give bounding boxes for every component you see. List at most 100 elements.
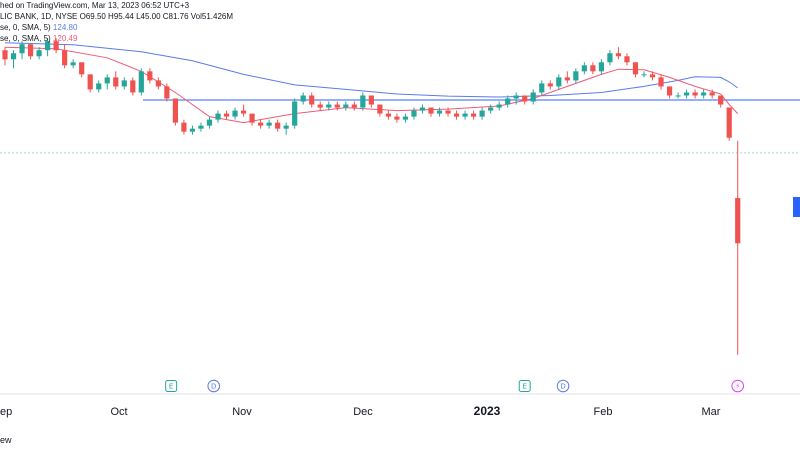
candle-body: [240, 110, 247, 114]
candle-body: [684, 92, 690, 96]
symbol-info: LIC BANK, 1D, NYSE: [0, 12, 78, 21]
candle: [522, 95, 528, 105]
candle: [675, 92, 681, 99]
candle-body: [343, 104, 349, 108]
candle-body: [539, 83, 545, 93]
candle: [79, 62, 85, 78]
candle-body: [445, 110, 451, 114]
candle-body: [368, 95, 374, 105]
candle-body: [258, 122, 264, 126]
ma-short-value: 120.49: [52, 34, 78, 43]
indicator-ma-long[interactable]: se, 0, SMA, 5) 124.80: [0, 23, 77, 32]
candle: [172, 98, 178, 126]
candle: [130, 77, 136, 96]
candle-body: [496, 104, 502, 108]
candle: [718, 95, 724, 108]
candle: [223, 110, 230, 120]
candle-body: [701, 92, 707, 96]
candle: [735, 140, 741, 355]
candle-body: [300, 95, 306, 102]
candle: [113, 71, 119, 90]
candle: [624, 53, 630, 66]
candle: [453, 110, 460, 120]
candle-body: [19, 44, 25, 54]
candle-body: [10, 53, 17, 60]
candle: [36, 47, 42, 60]
candle: [198, 122, 204, 132]
earnings-badge: [165, 380, 178, 392]
candle-body: [223, 113, 230, 117]
candle-body: [155, 80, 161, 87]
event-marker-dividend[interactable]: D: [556, 379, 570, 393]
candle: [428, 107, 434, 117]
event-marker-dividend[interactable]: D: [207, 379, 221, 393]
x-tick-label: Feb: [594, 406, 613, 418]
candle-body: [726, 107, 732, 138]
candle-body: [36, 50, 42, 57]
candle-body: [479, 110, 485, 117]
candle-body: [181, 122, 187, 132]
event-label: D: [211, 383, 216, 391]
candle-body: [453, 113, 460, 117]
candle: [666, 86, 673, 99]
candle: [258, 119, 264, 129]
candle: [266, 119, 272, 129]
candle-body: [87, 74, 93, 90]
candle-body: [96, 83, 102, 90]
event-markers[interactable]: E D E D ⚡: [165, 379, 745, 393]
ma-long-value: 124.80: [52, 23, 78, 32]
candle: [590, 62, 596, 75]
candle-body: [130, 80, 136, 93]
candle-body: [62, 50, 68, 66]
candle-body: [513, 95, 519, 99]
candle: [45, 38, 51, 57]
candle-body: [249, 113, 255, 123]
candle-body: [215, 113, 221, 120]
candle-body: [198, 125, 204, 129]
candle: [240, 104, 247, 117]
candle: [62, 44, 68, 69]
candle-body: [283, 125, 289, 129]
x-tick-label: ep: [0, 406, 12, 418]
candle: [249, 113, 255, 126]
event-marker-earnings[interactable]: E: [518, 380, 531, 392]
candle-body: [104, 77, 110, 84]
candle-body: [385, 113, 391, 117]
candle: [87, 74, 93, 93]
dividend-badge: [207, 379, 221, 393]
candle-body: [675, 95, 681, 97]
event-marker-split[interactable]: ⚡: [731, 379, 745, 393]
candle-body: [471, 113, 477, 117]
candle-body: [581, 65, 587, 72]
candle: [692, 89, 698, 99]
x-tick-label: Mar: [702, 406, 721, 418]
candle: [334, 101, 340, 111]
candle: [2, 47, 8, 66]
candle: [360, 92, 366, 111]
candle: [411, 107, 417, 120]
candle: [309, 92, 315, 108]
candle-body: [462, 113, 468, 117]
candle: [27, 44, 34, 60]
candle: [53, 38, 59, 54]
candle: [564, 71, 570, 84]
event-label: D: [560, 383, 565, 391]
candle: [317, 101, 323, 111]
event-marker-earnings[interactable]: E: [165, 380, 178, 392]
candle-body: [428, 107, 434, 114]
candle: [377, 104, 383, 117]
candle-body: [27, 44, 34, 57]
time-axis: ep Oct Nov Dec 2023 Feb Mar: [0, 404, 721, 418]
candle-body: [718, 95, 724, 105]
candle-body: [351, 104, 357, 108]
candle: [471, 110, 477, 120]
indicator-ma-short[interactable]: se, 0, SMA, 5) 120.49: [0, 34, 77, 43]
candle-body: [309, 95, 315, 105]
candle: [615, 47, 622, 60]
support-price-label[interactable]: [793, 197, 800, 217]
candle-body: [505, 98, 511, 105]
candle: [488, 104, 494, 114]
candle: [445, 107, 451, 117]
candle: [138, 68, 144, 96]
